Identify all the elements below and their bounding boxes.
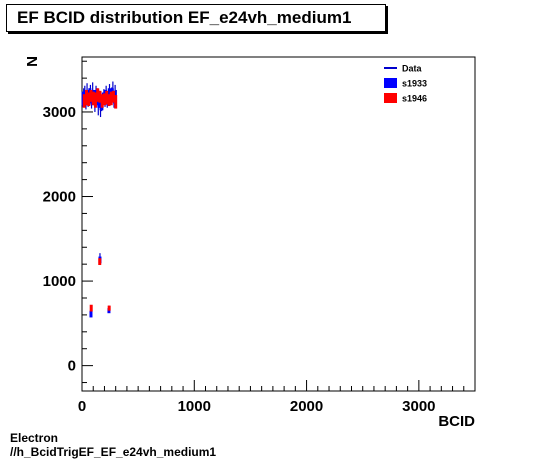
- point-s1946: [98, 90, 102, 103]
- point-s1946: [111, 90, 115, 103]
- y-tick-label: 3000: [43, 104, 76, 121]
- point-s1946: [89, 89, 93, 102]
- x-tick-label: 1000: [178, 398, 211, 415]
- legend-label-s1933: s1933: [402, 79, 427, 89]
- y-tick-label: 2000: [43, 189, 76, 206]
- footer-label: Electron: [10, 431, 59, 445]
- y-tick-label: 0: [68, 358, 76, 375]
- point-s1946: [98, 258, 102, 266]
- y-axis-label: N: [24, 56, 41, 67]
- x-tick-label: 0: [78, 398, 86, 415]
- x-tick-label: 2000: [290, 398, 323, 415]
- legend-label-s1946: s1946: [402, 94, 427, 104]
- legend-swatch-s1933: [384, 78, 397, 88]
- chart-title: EF BCID distribution EF_e24vh_medium1: [6, 4, 386, 32]
- point-s1933: [89, 310, 93, 318]
- y-axis-ticks: 0 1000 2000 3000: [43, 60, 93, 384]
- point-s1946: [96, 88, 100, 102]
- point-s1946: [82, 94, 86, 108]
- y-tick-label: 1000: [43, 273, 76, 290]
- point-s1946: [89, 304, 93, 312]
- point-s1946: [87, 92, 91, 107]
- legend-swatch-s1946: [384, 93, 397, 103]
- point-s1946: [109, 91, 113, 106]
- legend-label-Data: Data: [402, 64, 423, 74]
- point-s1946: [93, 92, 97, 108]
- point-s1946: [107, 305, 111, 311]
- legend: Data s1933 s1946: [384, 64, 427, 104]
- x-axis-ticks: 0 1000 2000 3000: [78, 380, 476, 415]
- data-marks: [81, 81, 118, 318]
- x-axis-label: BCID: [438, 413, 475, 430]
- plot-frame: [81, 56, 476, 392]
- point-s1946: [105, 90, 109, 105]
- point-s1946: [91, 91, 95, 106]
- point-s1946: [84, 89, 88, 106]
- point-s1946: [102, 93, 106, 106]
- point-s1946: [107, 94, 111, 107]
- footer-histogram-path: //h_BcidTrigEF_EF_e24vh_medium1: [10, 445, 217, 459]
- point-s1946: [100, 94, 104, 108]
- point-s1946: [114, 95, 118, 109]
- x-tick-label: 3000: [402, 398, 435, 415]
